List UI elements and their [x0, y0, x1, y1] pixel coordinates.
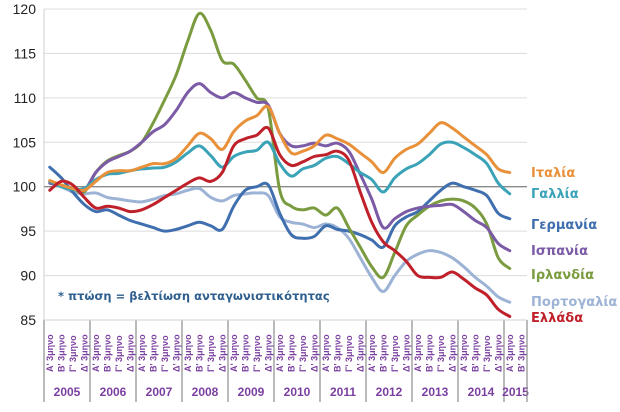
- x-tick-label-quarter: Α' 3μηνο: [459, 334, 469, 372]
- y-tick-label: 100: [13, 179, 37, 195]
- x-tick-label-quarter: Α' 3μηνο: [275, 334, 285, 372]
- x-tick-label-quarter: Γ' 3μηνο: [390, 335, 400, 372]
- legend-label: Ιρλανδία: [531, 268, 594, 283]
- x-tick-label-year: 2013: [422, 385, 449, 399]
- series-lines: [48, 11, 512, 318]
- x-tick-label-year: 2006: [100, 385, 127, 399]
- legend-label: Γερμανία: [531, 218, 597, 233]
- x-tick-label-quarter: Β' 3μηνο: [470, 334, 480, 372]
- x-tick-label-quarter: Δ' 3μηνο: [263, 334, 273, 372]
- x-tick-label-quarter: Γ' 3μηνο: [114, 335, 124, 372]
- x-tick-label-quarter: Α' 3μηνο: [183, 334, 193, 372]
- x-tick-label-year: 2007: [146, 385, 173, 399]
- series-line-Ελλάδα: [48, 125, 512, 318]
- series-line-Ισπανία: [48, 82, 512, 253]
- legend: Ιταλία Γαλλία Γερμανία Ισπανία Ιρλανδία Πορτο…: [531, 166, 617, 326]
- x-tick-label-year: 2015: [502, 385, 529, 399]
- x-tick-label-quarter: Β' 3μηνο: [194, 334, 204, 372]
- x-tick-label-quarter: Δ' 3μηνο: [79, 334, 89, 372]
- x-tick-label-quarter: Β' 3μηνο: [424, 334, 434, 372]
- y-tick-label: 95: [20, 223, 36, 239]
- x-tick-label-quarter: Γ' 3μηνο: [436, 335, 446, 372]
- x-tick-label-year: 2005: [54, 385, 81, 399]
- y-tick-label: 90: [20, 268, 36, 284]
- x-tick-label-quarter: Γ' 3μηνο: [298, 335, 308, 372]
- x-tick-label-quarter: Γ' 3μηνο: [482, 335, 492, 372]
- x-tick-label-quarter: Α' 3μηνο: [45, 334, 55, 372]
- x-tick-label-quarter: Γ' 3μηνο: [68, 335, 78, 372]
- y-tick-label: 110: [14, 90, 37, 106]
- x-tick-label-quarter: Α' 3μηνο: [321, 334, 331, 372]
- x-tick-label-quarter: Α' 3μηνο: [505, 334, 515, 372]
- x-tick-label-quarter: Α' 3μηνο: [229, 334, 239, 372]
- x-tick-label-quarter: Δ' 3μηνο: [309, 334, 319, 372]
- x-tick-label-year: 2009: [238, 385, 265, 399]
- x-tick-label-quarter: Β' 3μηνο: [516, 334, 526, 372]
- x-tick-label-quarter: Β' 3μηνο: [56, 334, 66, 372]
- x-tick-label-quarter: Δ' 3μηνο: [493, 334, 503, 372]
- x-tick-label-quarter: Α' 3μηνο: [367, 334, 377, 372]
- x-tick-label-quarter: Β' 3μηνο: [378, 334, 388, 372]
- x-tick-label-quarter: Δ' 3μηνο: [447, 334, 457, 372]
- x-tick-label-year: 2010: [284, 385, 311, 399]
- x-tick-label-quarter: Β' 3μηνο: [332, 334, 342, 372]
- legend-label: Γαλλία: [531, 187, 579, 202]
- legend-label: Πορτογαλία: [531, 295, 617, 310]
- x-tick-label-year: 2008: [192, 385, 219, 399]
- y-tick-label: 105: [13, 134, 37, 150]
- x-tick-label-year: 2011: [330, 385, 356, 399]
- legend-label: Ισπανία: [531, 244, 588, 259]
- x-tick-label-quarter: Β' 3μηνο: [102, 334, 112, 372]
- y-tick-label: 85: [20, 312, 36, 328]
- x-tick-label-quarter: Γ' 3μηνο: [344, 335, 354, 372]
- x-tick-label-quarter: Δ' 3μηνο: [217, 334, 227, 372]
- x-tick-label-quarter: Β' 3μηνο: [148, 334, 158, 372]
- x-tick-label-quarter: Β' 3μηνο: [286, 334, 296, 372]
- x-tick-label-quarter: Α' 3μηνο: [137, 334, 147, 372]
- annotation-note: * πτώση = βελτίωση ανταγωνιστικότητας: [58, 289, 330, 303]
- y-tick-label: 120: [13, 1, 37, 17]
- x-tick-label-quarter: Δ' 3μηνο: [355, 334, 365, 372]
- x-tick-label-quarter: Γ' 3μηνο: [160, 335, 170, 372]
- x-tick-label-quarter: Γ' 3μηνο: [206, 335, 216, 372]
- y-axis-ticks: 85 90 95 100 105 110 115 120: [13, 1, 37, 328]
- x-tick-label-quarter: Γ' 3μηνο: [252, 335, 262, 372]
- x-tick-label-quarter: Δ' 3μηνο: [401, 334, 411, 372]
- legend-label: Ελλάδα: [531, 311, 583, 326]
- x-tick-label-quarter: Α' 3μηνο: [91, 334, 101, 372]
- y-tick-label: 115: [14, 45, 37, 61]
- series-line-Ιταλία: [48, 104, 512, 193]
- legend-label: Ιταλία: [531, 166, 575, 181]
- x-tick-label-year: 2012: [376, 385, 403, 399]
- series-line-Γερμανία: [48, 165, 512, 250]
- x-tick-label-quarter: Α' 3μηνο: [413, 334, 423, 372]
- x-tick-label-quarter: Β' 3μηνο: [240, 334, 250, 372]
- x-tick-label-year: 2014: [468, 385, 495, 399]
- x-tick-label-quarter: Δ' 3μηνο: [125, 334, 135, 372]
- x-tick-label-quarter: Δ' 3μηνο: [171, 334, 181, 372]
